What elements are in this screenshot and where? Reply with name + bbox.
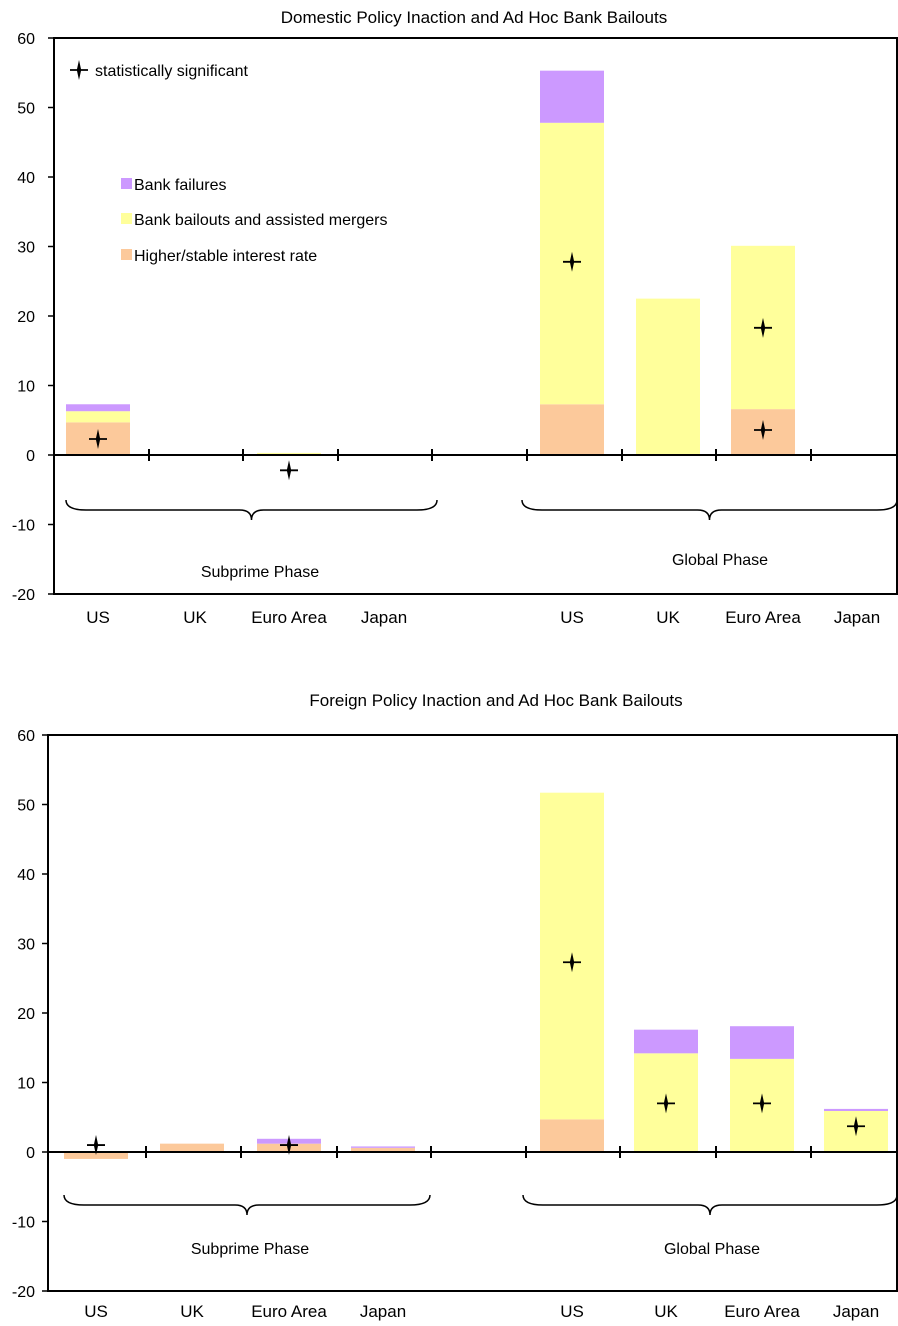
axes-layer: -20 -10 0 10 20 30 40 50 60 US UK Euro Area Japan US U… (12, 728, 897, 1321)
y-tick-label: 50 (17, 798, 35, 815)
bar-segment (66, 404, 130, 412)
significance-marker-icon (753, 1093, 771, 1114)
significance-marker-icon (70, 60, 88, 80)
group-label: Global Phase (672, 552, 768, 569)
x-tick-label: Japan (361, 608, 407, 627)
x-tick-label: UK (656, 608, 680, 627)
group-brace (63, 1194, 431, 1216)
y-tick-label: 40 (17, 170, 35, 187)
chart-domestic: Domestic Policy Inaction and Ad Hoc Bank… (12, 8, 898, 627)
chart-foreign: Foreign Policy Inaction and Ad Hoc Bank … (12, 691, 898, 1321)
plot-frame (47, 734, 898, 1292)
legend: Bank failures Bank bailouts and assisted… (70, 60, 387, 265)
bar-segment (66, 411, 130, 423)
x-tick-label: Japan (360, 1302, 406, 1321)
y-tick-label: 0 (26, 448, 35, 465)
x-tick-label: US (560, 608, 584, 627)
y-tick-label: 60 (17, 31, 35, 48)
significance-marker-icon (280, 460, 298, 481)
group-brace (65, 499, 438, 521)
marker-layer (89, 251, 772, 481)
x-tick-label: Euro Area (251, 608, 327, 627)
significance-marker-icon (280, 1135, 298, 1156)
legend-label: Higher/stable interest rate (134, 248, 317, 265)
chart-title: Foreign Policy Inaction and Ad Hoc Bank … (309, 691, 682, 710)
x-tick-label: US (560, 1302, 584, 1321)
significance-marker-icon (754, 419, 772, 440)
bar-layer (64, 792, 888, 1159)
bar-segment (636, 298, 700, 455)
legend-swatch-failures (121, 178, 132, 189)
significance-marker-icon (89, 429, 107, 450)
x-tick-label: Japan (834, 608, 880, 627)
bar-segment (540, 70, 604, 123)
y-tick-label: 10 (17, 1076, 35, 1093)
y-tick-label: -20 (12, 587, 35, 604)
significance-marker-icon (657, 1093, 675, 1114)
legend-label: Bank bailouts and assisted mergers (134, 212, 387, 229)
bar-segment (540, 1119, 604, 1152)
group-label: Global Phase (664, 1241, 760, 1258)
y-tick-label: 30 (17, 937, 35, 954)
x-tick-label: UK (183, 608, 207, 627)
marker-label: statistically significant (95, 63, 249, 80)
y-tick-label: 40 (17, 867, 35, 884)
y-tick-label: 20 (17, 1006, 35, 1023)
y-tick-label: 20 (17, 309, 35, 326)
bar-segment (730, 1026, 794, 1059)
x-tick-label: Euro Area (251, 1302, 327, 1321)
bar-segment (351, 1147, 415, 1152)
bar-segment (160, 1143, 224, 1152)
group-label: Subprime Phase (191, 1241, 309, 1258)
x-tick-label: UK (180, 1302, 204, 1321)
y-tick-label: 0 (26, 1145, 35, 1162)
bar-segment (540, 404, 604, 455)
brace-layer (63, 1194, 898, 1216)
y-tick-label: 50 (17, 101, 35, 118)
bar-segment (351, 1146, 415, 1148)
x-tick-label: US (84, 1302, 108, 1321)
y-tick-label: 30 (17, 240, 35, 257)
y-tick-label: 10 (17, 379, 35, 396)
marker-layer (87, 952, 865, 1156)
bar-segment (634, 1029, 698, 1054)
x-tick-label: UK (654, 1302, 678, 1321)
chart-title: Domestic Policy Inaction and Ad Hoc Bank… (281, 8, 667, 27)
y-tick-label: 60 (17, 728, 35, 745)
x-tick-label: US (86, 608, 110, 627)
x-tick-label: Japan (833, 1302, 879, 1321)
legend-swatch-interest (121, 249, 132, 260)
brace-layer (65, 499, 898, 521)
significance-marker-icon (87, 1135, 105, 1156)
y-tick-label: -20 (12, 1284, 35, 1301)
x-tick-label: Euro Area (725, 608, 801, 627)
y-tick-label: -10 (12, 518, 35, 535)
group-brace (521, 499, 898, 521)
significance-marker-icon (847, 1116, 865, 1137)
group-brace (522, 1194, 898, 1216)
group-label: Subprime Phase (201, 564, 319, 581)
legend-label: Bank failures (134, 177, 227, 194)
bar-segment (64, 1152, 128, 1159)
significance-marker-icon (563, 952, 581, 973)
significance-marker-icon (563, 251, 581, 272)
axes-layer: -20 -10 0 10 20 30 40 50 60 US UK Euro Area Japan US U… (12, 31, 897, 627)
bar-segment (824, 1108, 888, 1111)
bar-layer (66, 70, 795, 455)
legend-swatch-bailouts (121, 213, 132, 224)
significance-marker-icon (754, 317, 772, 338)
bar-segment (257, 452, 321, 455)
x-tick-label: Euro Area (724, 1302, 800, 1321)
y-tick-label: -10 (12, 1215, 35, 1232)
